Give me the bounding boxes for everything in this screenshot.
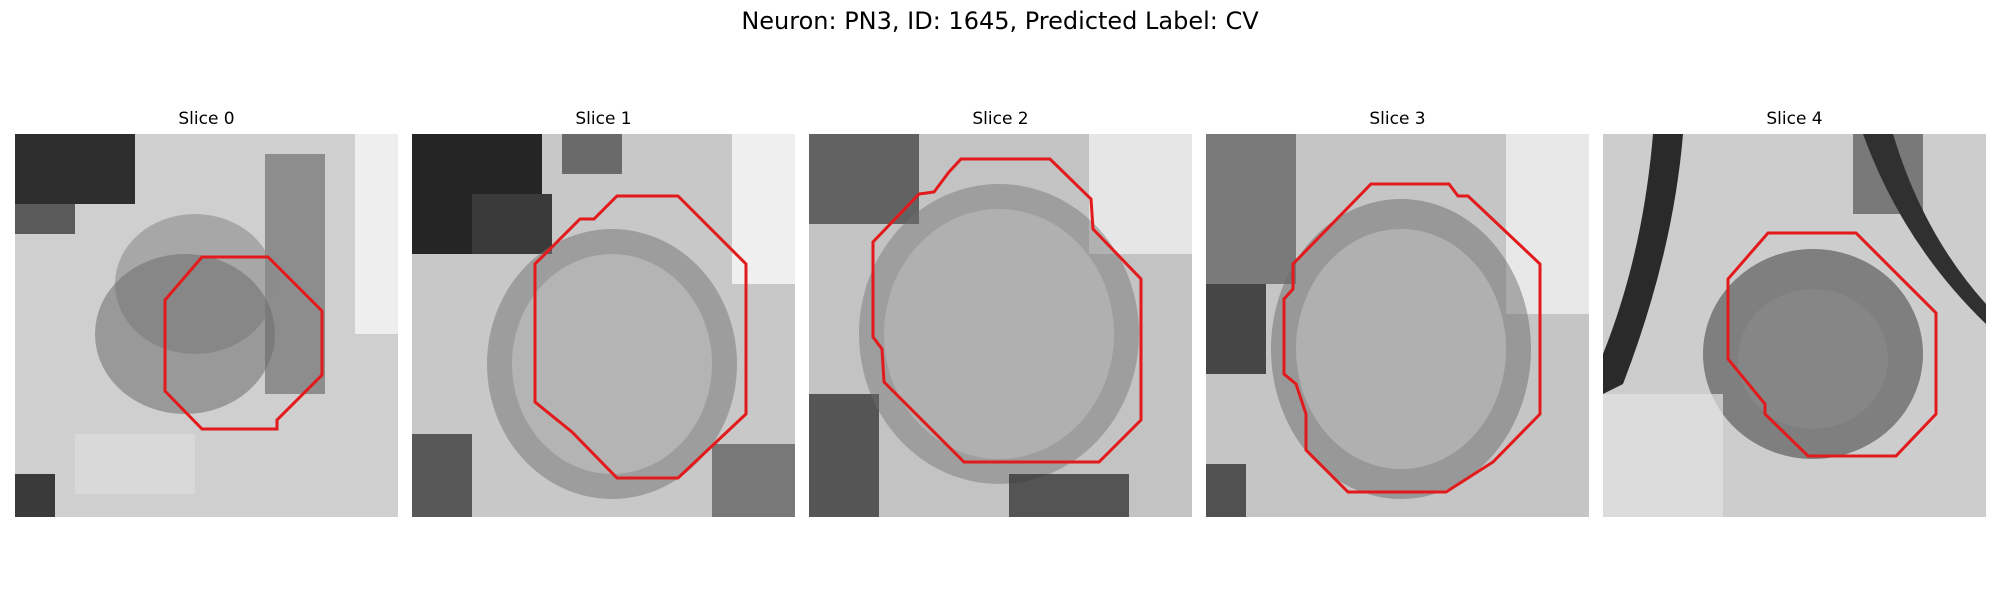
slice-4-svg <box>1603 134 1986 517</box>
slice-1-svg <box>412 134 795 517</box>
grayscale-texture <box>809 134 1192 517</box>
slice-image <box>1603 134 1986 517</box>
segmentation-contour <box>871 157 1143 464</box>
slice-2-svg <box>809 134 1192 517</box>
segmentation-contour <box>533 194 748 480</box>
slice-0-svg <box>15 134 398 517</box>
slice-image <box>412 134 795 517</box>
slice-3-svg <box>1206 134 1589 517</box>
slice-title: Slice 0 <box>178 109 235 129</box>
segmentation-contour <box>1726 231 1938 458</box>
slice-image <box>15 134 398 517</box>
grayscale-texture <box>15 134 398 517</box>
slice-title: Slice 4 <box>1766 109 1823 129</box>
segmentation-contour <box>163 255 324 431</box>
grayscale-texture <box>1206 134 1589 517</box>
slice-title: Slice 1 <box>575 109 632 129</box>
figure-title: Neuron: PN3, ID: 1645, Predicted Label: … <box>741 7 1259 35</box>
slice-image <box>809 134 1192 517</box>
segmentation-contour <box>1282 182 1542 494</box>
slice-title: Slice 3 <box>1369 109 1426 129</box>
grayscale-texture <box>1603 134 1986 517</box>
grayscale-texture <box>412 134 795 517</box>
slice-image <box>1206 134 1589 517</box>
slice-title: Slice 2 <box>972 109 1029 129</box>
